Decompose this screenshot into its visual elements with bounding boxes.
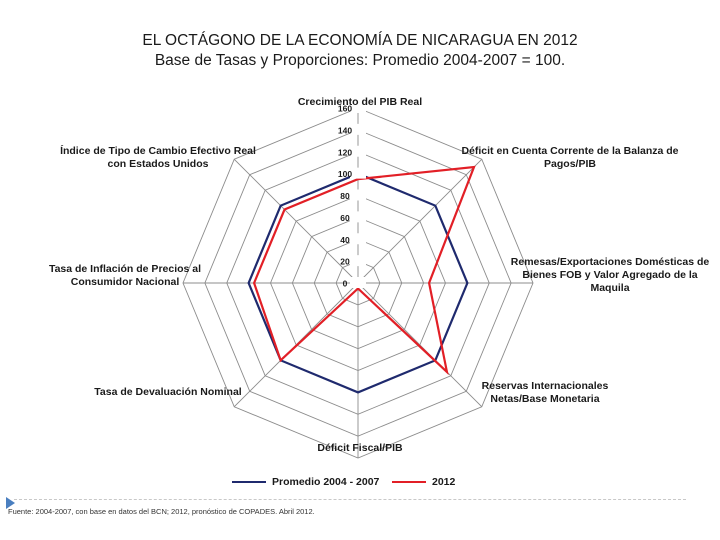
axis-spoke-1 [357, 158, 483, 284]
tick-label-40: 40 [340, 235, 350, 245]
axis-label-reservas: Reservas Internacionales Netas/Base Mone… [481, 380, 609, 405]
legend-label-promedio: Promedio 2004 - 2007 [272, 476, 380, 488]
axis-label-crecimiento: Crecimiento del PIB Real [297, 96, 423, 108]
chart-subtitle: Base de Tasas y Proporciones: Promedio 2… [154, 52, 566, 69]
tick-label-0: 0 [343, 279, 348, 289]
tick-label-bg-0 [350, 277, 366, 288]
tick-label-bg-80 [350, 189, 366, 201]
legend-swatch-2012 [392, 481, 426, 483]
tick-label-20: 20 [340, 257, 350, 267]
legend-swatch-promedio [232, 481, 266, 483]
series-line-0 [247, 172, 469, 394]
legend-label-2012: 2012 [432, 476, 456, 488]
chart-title: EL OCTÁGONO DE LA ECONOMÍA DE NICARAGUA … [142, 32, 578, 49]
series-line-1 [252, 165, 476, 376]
source-note: Fuente: 2004-2007, con base en datos del… [8, 507, 315, 516]
axis-label-inflacion: Tasa de Inflación de Precios al Consumid… [48, 263, 202, 288]
tick-label-bg-100 [350, 167, 366, 179]
legend-item-2012: 2012 [392, 476, 455, 488]
tick-label-bg-120 [350, 145, 366, 157]
tick-label-100: 100 [338, 169, 352, 179]
legend-item-promedio: Promedio 2004 - 2007 [232, 476, 379, 488]
axis-label-devaluacion: Tasa de Devaluación Nominal [94, 386, 242, 398]
axis-label-deficit-fiscal: Déficit Fiscal/PIB [317, 442, 403, 454]
axis-spoke-7 [233, 158, 359, 284]
tick-label-160: 160 [338, 104, 352, 114]
tick-label-bg-140 [350, 123, 366, 135]
axis-label-deficit-cuenta: Déficit en Cuenta Corrente de la Balanza… [461, 145, 679, 170]
tick-label-120: 120 [338, 147, 352, 157]
tick-label-bg-40 [350, 233, 366, 245]
slide-marker-icon [6, 497, 15, 509]
axis-label-tipo-cambio: Índice de Tipo de Cambio Efectivo Real c… [60, 145, 256, 170]
axis-spoke-3 [357, 282, 483, 408]
tick-label-140: 140 [338, 125, 352, 135]
tick-label-bg-160 [350, 102, 366, 113]
tick-label-bg-60 [350, 211, 366, 223]
tick-label-60: 60 [340, 213, 350, 223]
tick-label-80: 80 [340, 191, 350, 201]
footer-divider [14, 499, 686, 500]
axis-label-remesas: Remesas/Exportaciones Domésticas de Bien… [510, 256, 710, 294]
tick-label-bg-20 [350, 255, 366, 267]
